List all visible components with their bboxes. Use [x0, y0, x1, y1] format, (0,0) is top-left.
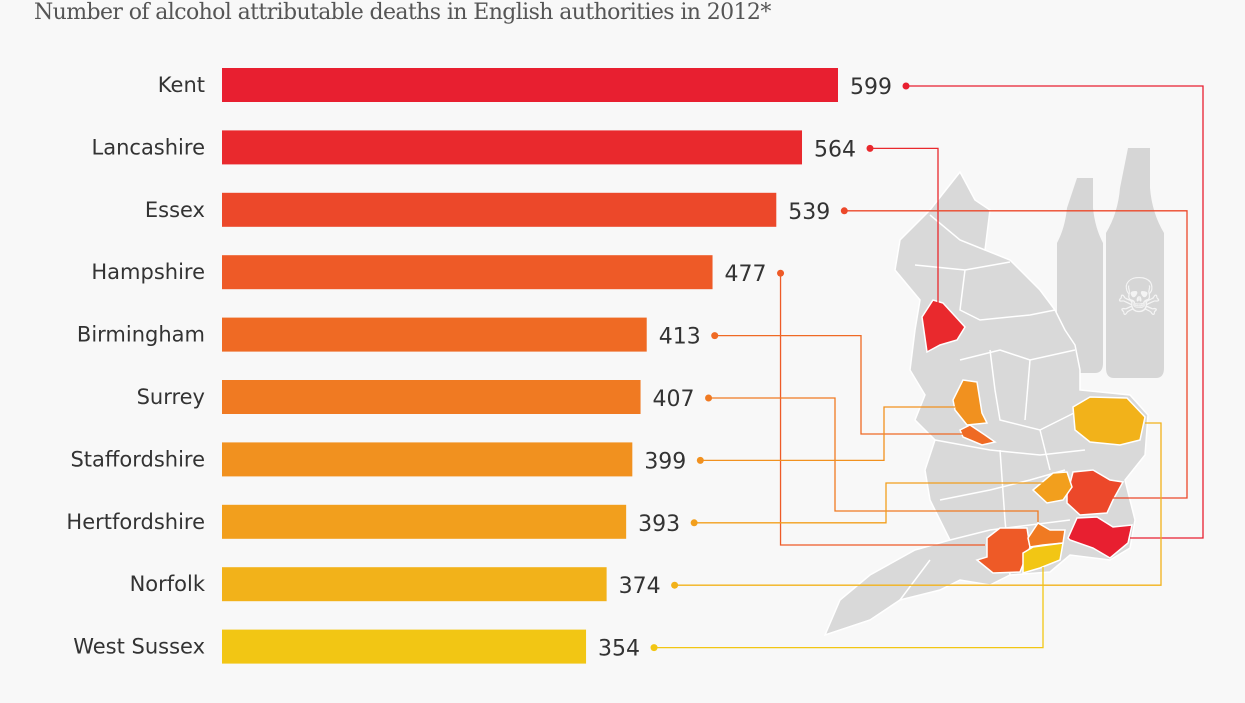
value-label: 399: [644, 449, 686, 474]
bar-west-sussex: [222, 629, 587, 664]
connector-line-staffordshire: [700, 406, 955, 462]
england-map: ☠: [823, 148, 1164, 637]
category-label: Birmingham: [77, 323, 205, 347]
county-borders: [899, 214, 1086, 601]
category-label: West Sussex: [73, 635, 205, 659]
region-essex: [1066, 469, 1125, 516]
value-label: 393: [638, 512, 680, 537]
region-lancashire: [921, 299, 966, 354]
category-label: Lancashire: [92, 135, 205, 159]
value-label: 354: [598, 637, 640, 662]
chart-title: Number of alcohol attributable deaths in…: [34, 0, 771, 25]
bottles-icon: ☠: [1057, 148, 1164, 378]
connector-line-west-sussex: [654, 567, 1044, 649]
category-label: Staffordshire: [70, 447, 205, 471]
highlighted-regions: [921, 299, 1146, 575]
connector-lines: [650, 82, 1204, 652]
value-label: 374: [619, 574, 661, 599]
region-west-sussex: [1022, 542, 1064, 575]
bars: Kent 599 Lancashire 564 Essex 539 Hampshire 477…: [66, 68, 892, 664]
region-hertfordshire: [1031, 471, 1073, 504]
category-label: Norfolk: [130, 572, 206, 596]
region-hampshire: [975, 527, 1031, 574]
region-norfolk: [1072, 396, 1146, 446]
region-staffordshire: [952, 379, 989, 426]
bar-essex: [222, 192, 777, 227]
bar-norfolk: [222, 567, 607, 602]
bar-hampshire: [222, 255, 713, 290]
connector-line-surrey: [708, 397, 1039, 522]
category-label: Hertfordshire: [66, 510, 205, 534]
connector-line-hampshire: [779, 273, 985, 546]
bar-surrey: [222, 380, 641, 414]
connector-line-norfolk: [674, 422, 1162, 586]
value-label: 599: [850, 75, 892, 100]
connector-line-lancashire: [870, 147, 939, 305]
region-kent: [1067, 516, 1133, 559]
bar-birmingham: [222, 317, 647, 352]
bar-lancashire: [222, 130, 803, 165]
category-label: Hampshire: [91, 260, 205, 284]
value-label: 477: [725, 262, 767, 287]
category-label: Surrey: [137, 385, 205, 409]
bar-kent: [222, 68, 838, 102]
skull-crossbones-icon: ☠: [1116, 269, 1163, 327]
connector-line-birmingham: [714, 334, 965, 435]
value-label: 539: [788, 200, 830, 225]
category-label: Kent: [158, 73, 205, 97]
connector-line-kent: [906, 85, 1204, 539]
connector-line-essex: [844, 210, 1188, 499]
bar-staffordshire: [222, 442, 633, 477]
value-label: 564: [814, 137, 856, 162]
category-label: Essex: [145, 198, 205, 222]
bar-hertfordshire: [222, 504, 627, 539]
connector-line-hertfordshire: [694, 482, 1050, 524]
value-label: 407: [653, 387, 695, 412]
value-label: 413: [659, 325, 701, 350]
